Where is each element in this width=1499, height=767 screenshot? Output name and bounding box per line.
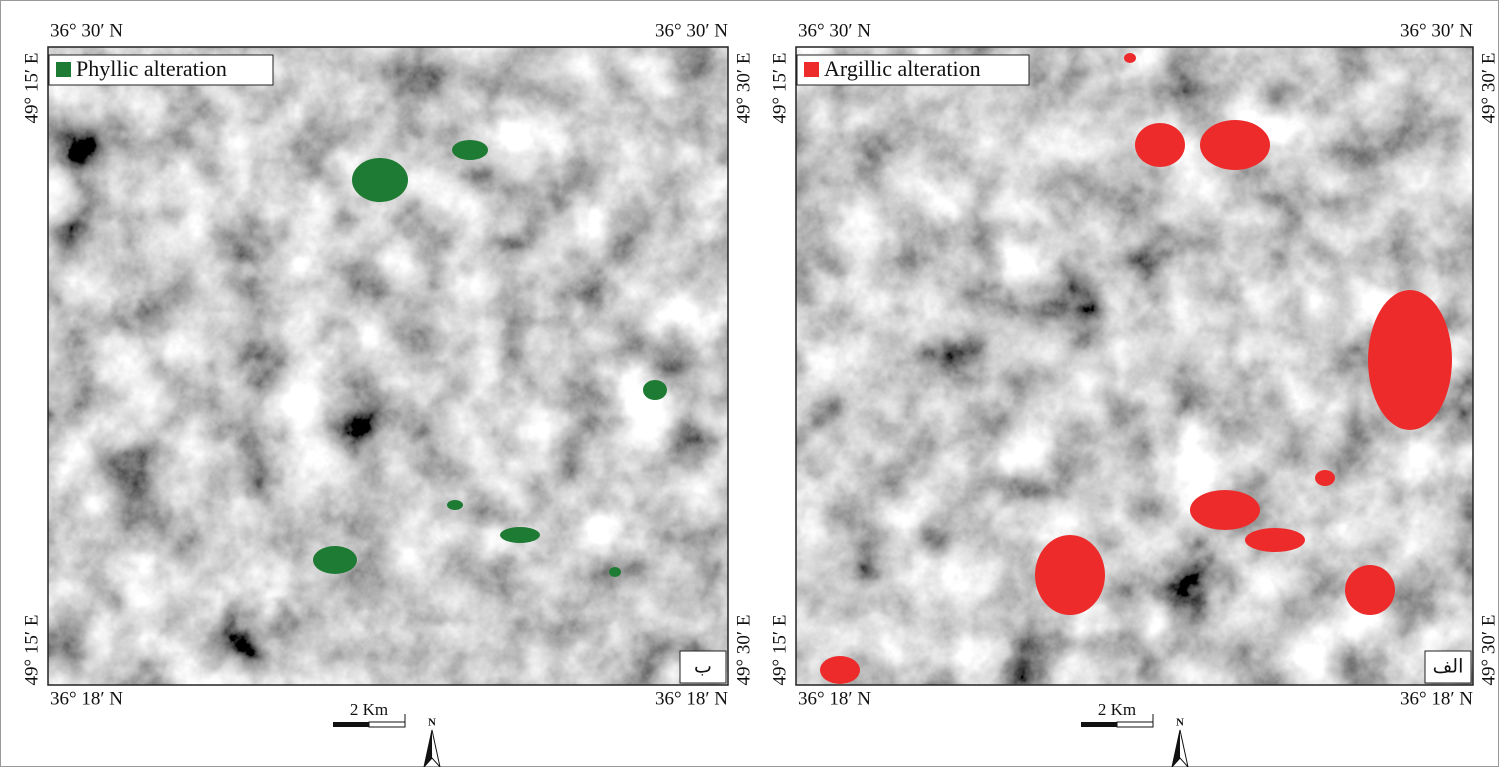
north-label: N [428, 717, 436, 729]
alteration-zone [452, 140, 488, 160]
alteration-zone [609, 567, 621, 577]
coord-label: 49° 15′ E [769, 615, 790, 686]
coord-label: 36° 18′ N [798, 688, 871, 709]
coord-label: 49° 30′ E [1478, 53, 1499, 124]
alteration-zone [1124, 53, 1136, 63]
north-label: N [1176, 717, 1184, 729]
coord-label: 36° 30′ N [50, 20, 123, 41]
scale-bar [369, 722, 405, 727]
coord-label: 36° 30′ N [798, 20, 871, 41]
alteration-zone [1368, 290, 1452, 430]
coord-label: 49° 30′ E [1478, 615, 1499, 686]
legend-text: Phyllic alteration [76, 56, 227, 81]
coord-label: 36° 30′ N [1400, 20, 1473, 41]
alteration-zone [1315, 470, 1335, 486]
alteration-zone [1345, 565, 1395, 615]
panel-label: ب [694, 656, 712, 677]
coord-label: 36° 18′ N [655, 688, 728, 709]
scale-bar [1081, 722, 1117, 727]
alteration-zone [1190, 490, 1260, 530]
scale-label: 2 Km [350, 700, 388, 719]
alteration-zone [352, 158, 408, 202]
alteration-zone [500, 527, 540, 543]
scale-label: 2 Km [1098, 700, 1136, 719]
figure: Phyllic alteration ب 36° 30′ N 36° 30′ N 36°… [0, 0, 1499, 767]
legend-swatch [804, 62, 819, 77]
legend-text: Argillic alteration [824, 56, 981, 81]
alteration-zone [1035, 535, 1105, 615]
scale-bar [1117, 722, 1153, 727]
satellite-image [48, 47, 728, 685]
panel-label: الف [1433, 656, 1464, 677]
coord-label: 36° 18′ N [50, 688, 123, 709]
alteration-zone [1245, 528, 1305, 552]
coord-label: 49° 15′ E [21, 53, 42, 124]
alteration-zone [1135, 123, 1185, 167]
alteration-zone [643, 380, 667, 400]
scale-bar [333, 722, 369, 727]
map-panel: Phyllic alteration ب 36° 30′ N 36° 30′ N 36°… [21, 20, 754, 767]
coord-label: 49° 15′ E [769, 53, 790, 124]
coord-label: 49° 30′ E [733, 53, 754, 124]
alteration-zone [313, 546, 357, 574]
coord-label: 49° 15′ E [21, 615, 42, 686]
map-panel: Argillic alteration الف 36° 30′ N 36° 30′ N… [769, 20, 1499, 767]
coord-label: 36° 30′ N [655, 20, 728, 41]
coord-label: 36° 18′ N [1400, 688, 1473, 709]
alteration-zone [1200, 120, 1270, 170]
alteration-zone [447, 500, 463, 510]
legend-swatch [56, 62, 71, 77]
coord-label: 49° 30′ E [733, 615, 754, 686]
alteration-zone [820, 656, 860, 684]
